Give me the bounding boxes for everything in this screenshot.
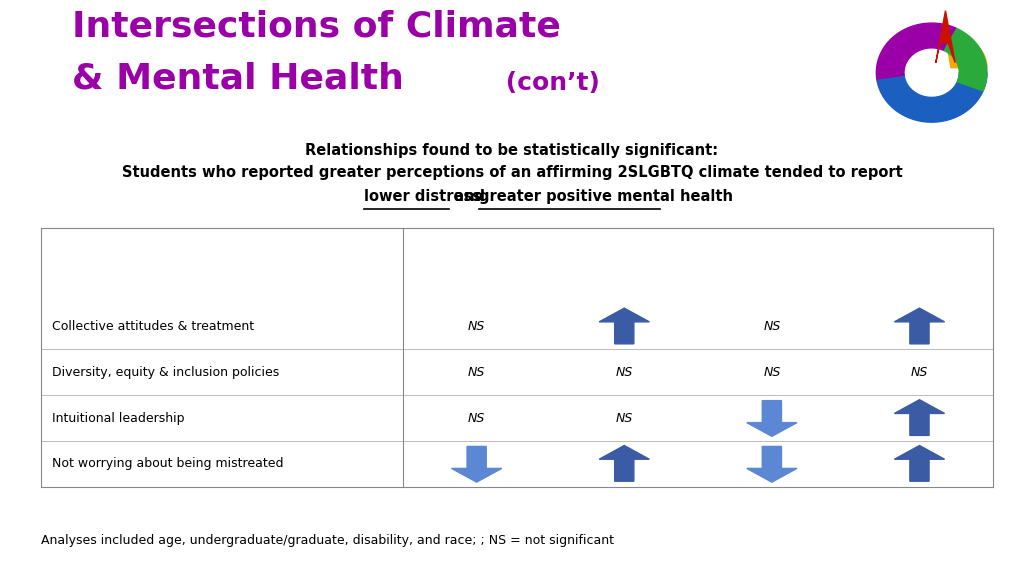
Text: NS: NS <box>468 366 485 379</box>
Text: Climate Indicator: Climate Indicator <box>59 242 188 255</box>
Polygon shape <box>894 308 944 344</box>
Text: Not worrying about being mistreated: Not worrying about being mistreated <box>52 457 284 471</box>
Text: NS: NS <box>911 366 928 379</box>
Polygon shape <box>894 445 944 481</box>
Text: Analyses included age, undergraduate/graduate, disability, and race; ; NS = not : Analyses included age, undergraduate/gra… <box>41 534 614 547</box>
Text: NS: NS <box>468 411 485 425</box>
Text: NS: NS <box>763 366 780 379</box>
Polygon shape <box>599 308 649 344</box>
Text: NS: NS <box>468 320 485 333</box>
Text: lower distress: lower distress <box>364 190 481 204</box>
Text: Collective attitudes & treatment: Collective attitudes & treatment <box>52 320 254 333</box>
Polygon shape <box>894 400 944 435</box>
Polygon shape <box>877 23 956 81</box>
Text: Students who reported greater perceptions of an affirming 2SLGBTQ climate tended: Students who reported greater perception… <box>122 165 902 180</box>
Text: Diversity, equity & inclusion policies: Diversity, equity & inclusion policies <box>52 366 280 379</box>
Text: Positive MH: Positive MH <box>878 280 961 293</box>
Text: & Mental Health: & Mental Health <box>72 61 403 95</box>
Text: and: and <box>449 190 489 204</box>
Polygon shape <box>945 36 987 67</box>
Polygon shape <box>746 401 797 437</box>
Polygon shape <box>877 73 987 122</box>
Polygon shape <box>599 445 649 481</box>
Text: NS: NS <box>615 411 633 425</box>
Text: greater positive mental health: greater positive mental health <box>479 190 733 204</box>
Polygon shape <box>936 11 955 63</box>
Text: Distress: Distress <box>449 280 505 293</box>
Polygon shape <box>944 28 987 91</box>
Text: Relationships found to be statistically significant:: Relationships found to be statistically … <box>305 143 719 158</box>
Text: Positive MH: Positive MH <box>583 280 666 293</box>
Text: Cisgender LGBQ Students: Cisgender LGBQ Students <box>750 242 942 255</box>
Text: NS: NS <box>615 366 633 379</box>
Text: NS: NS <box>763 320 780 333</box>
Text: Intersections of Climate: Intersections of Climate <box>72 9 560 43</box>
Polygon shape <box>746 446 797 482</box>
Polygon shape <box>452 446 502 482</box>
Text: Distress: Distress <box>743 280 801 293</box>
Text: (con’t): (con’t) <box>497 71 599 95</box>
Text: Intuitional leadership: Intuitional leadership <box>52 411 184 425</box>
Text: Trans Students: Trans Students <box>495 242 606 255</box>
